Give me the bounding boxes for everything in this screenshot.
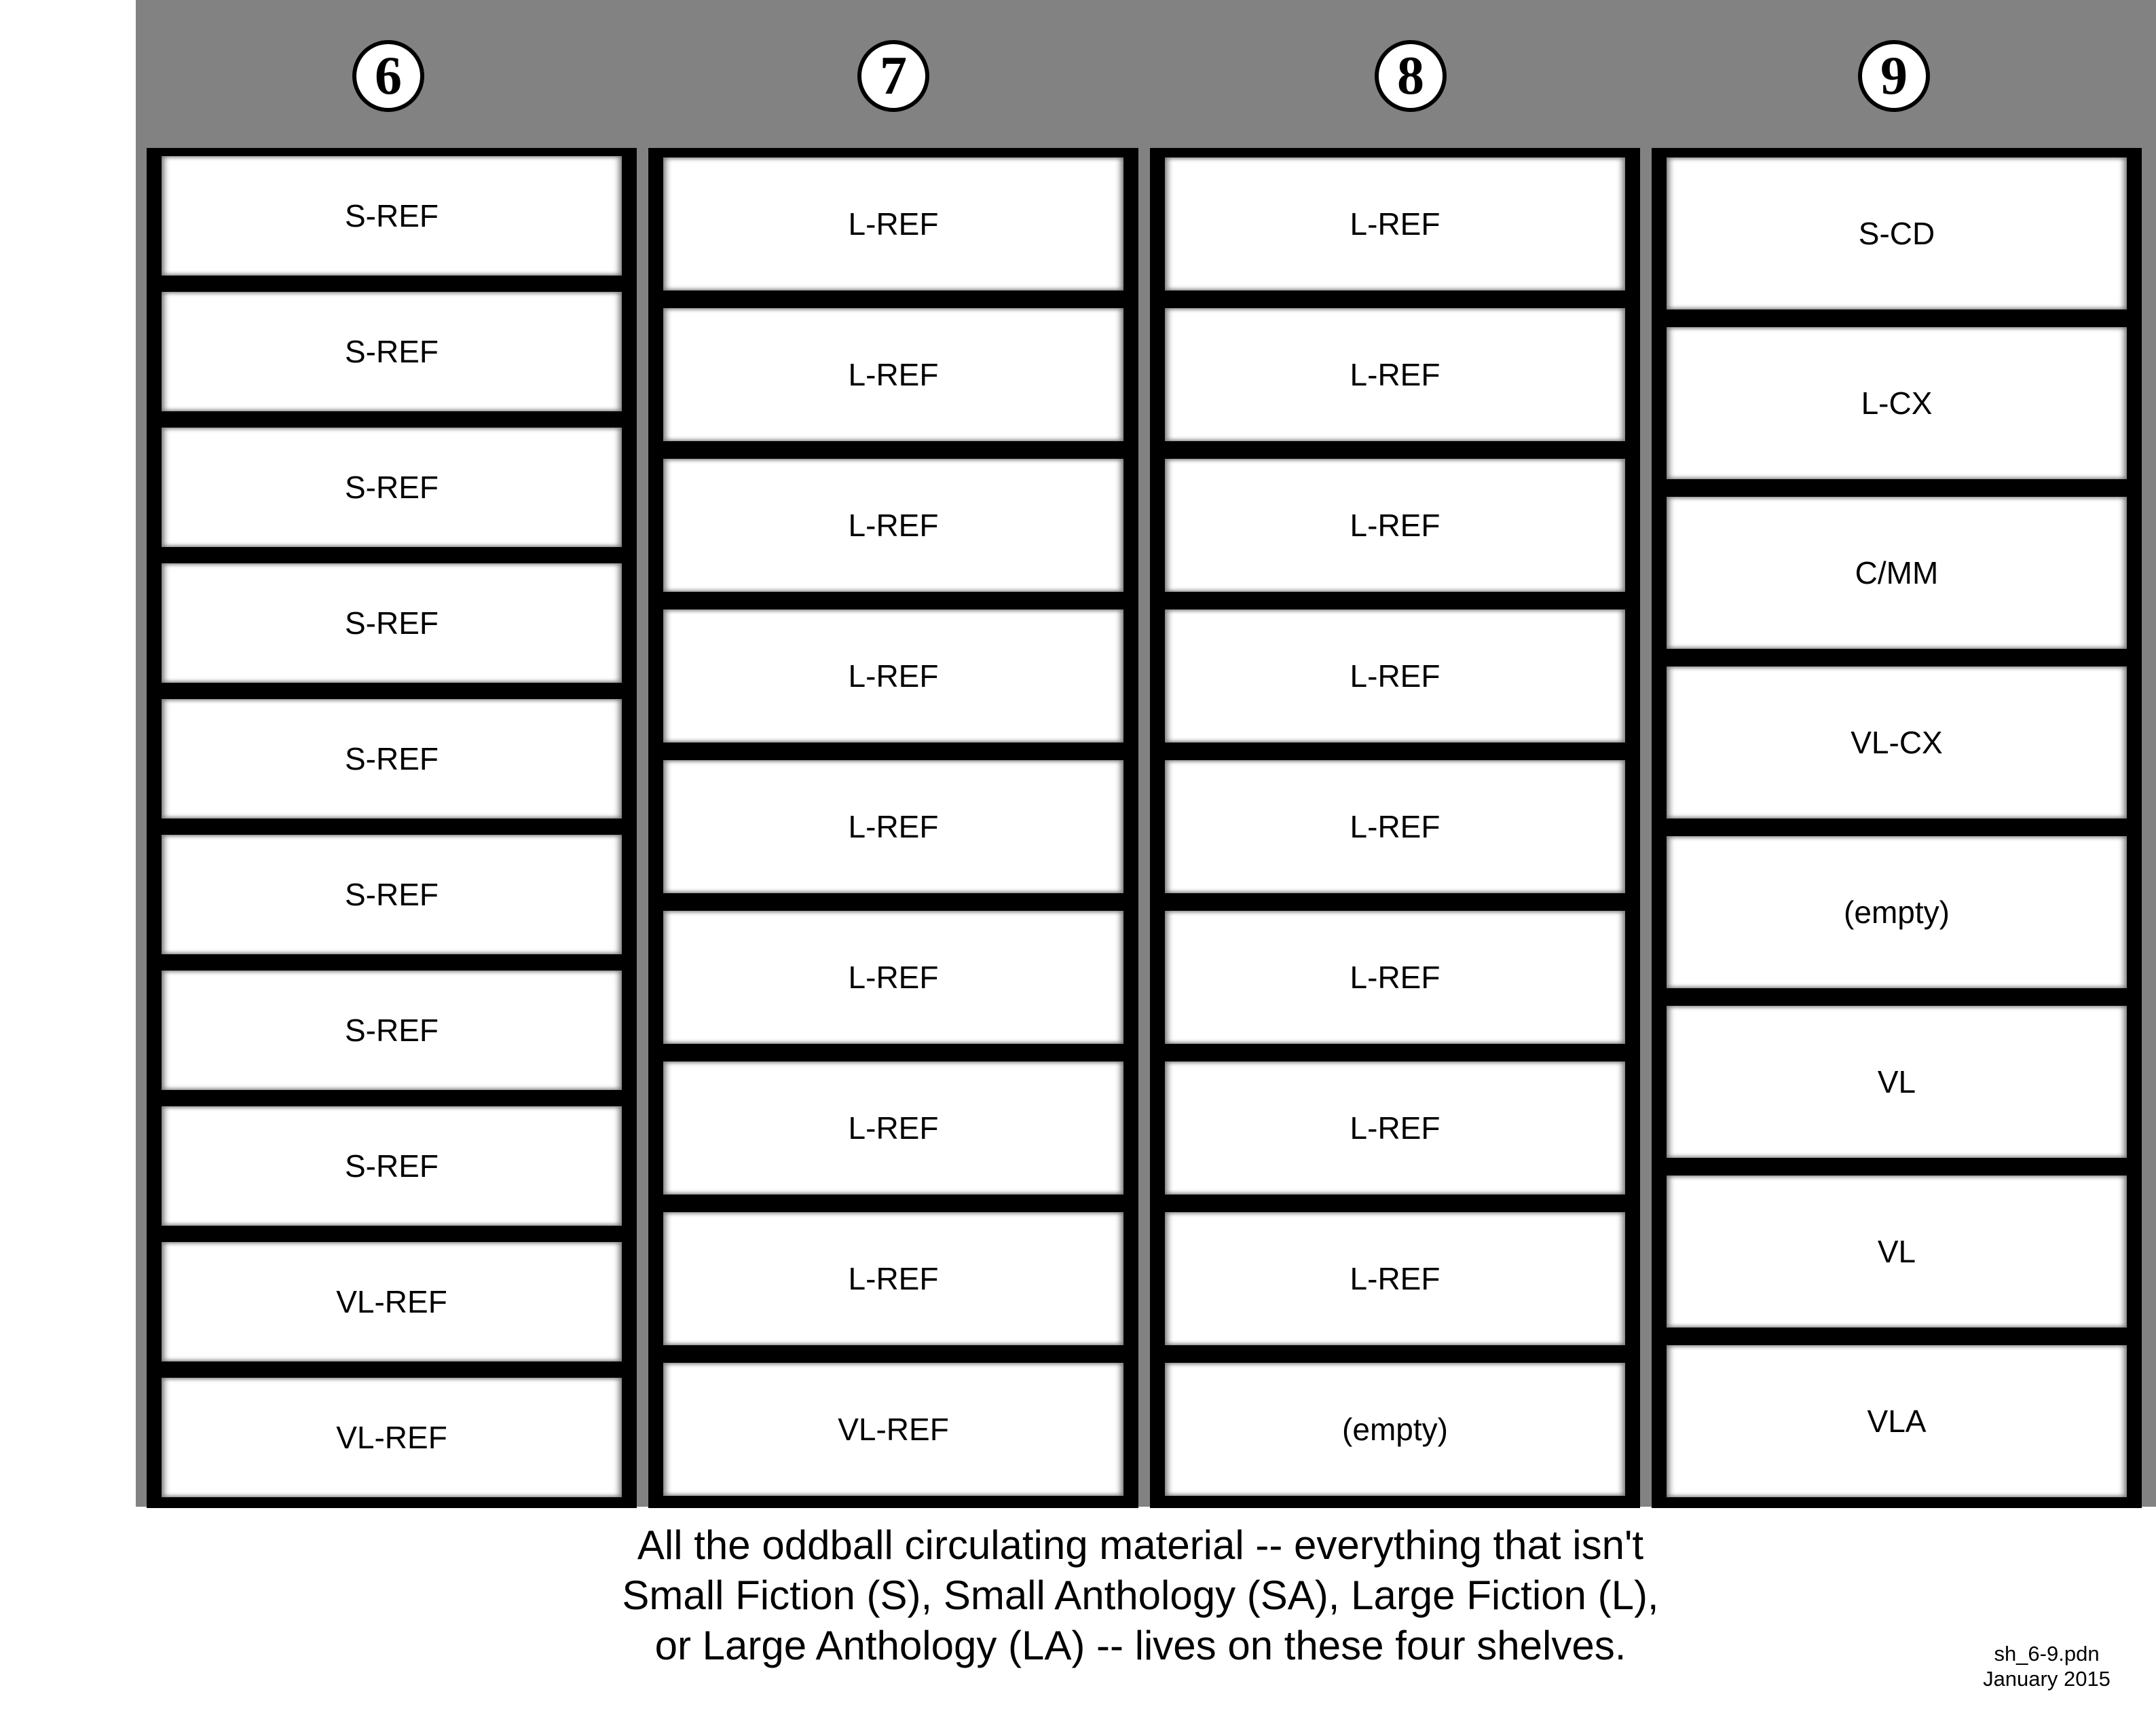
shelf-slot: S-REF — [162, 971, 622, 1090]
file-name: sh_6-9.pdn — [1994, 1642, 2100, 1666]
shelf-number-badge: 8 — [1375, 40, 1447, 112]
shelf-number-badge: 9 — [1858, 40, 1930, 112]
shelf-slot: L-REF — [663, 157, 1123, 290]
shelf-slot: L-REF — [663, 1212, 1123, 1345]
shelf-slot: VL — [1667, 1006, 2127, 1158]
shelf-slot: VL-REF — [162, 1378, 622, 1497]
shelf-slot: C/MM — [1667, 497, 2127, 649]
shelf-slot: L-REF — [1165, 609, 1625, 742]
shelf-slot: (empty) — [1667, 836, 2127, 988]
shelf-slot: L-REF — [663, 760, 1123, 893]
shelf-slot: S-REF — [162, 1106, 622, 1226]
caption-line-2: Small Fiction (S), Small Anthology (SA),… — [622, 1573, 1659, 1618]
shelf-slot: S-CD — [1667, 157, 2127, 309]
shelf-slot: VL — [1667, 1176, 2127, 1328]
shelf-slot: L-REF — [1165, 760, 1625, 893]
shelf-slot: S-REF — [162, 563, 622, 683]
shelf-number-badge: 6 — [352, 40, 424, 112]
shelf-slot: L-REF — [1165, 911, 1625, 1044]
shelf-slot: L-REF — [663, 1061, 1123, 1195]
shelf-slot: VL-REF — [663, 1363, 1123, 1496]
shelf-slot: (empty) — [1165, 1363, 1625, 1496]
shelf-slot: L-REF — [663, 609, 1123, 742]
caption-line-1: All the oddball circulating material -- … — [637, 1522, 1644, 1568]
shelf-slot: S-REF — [162, 835, 622, 954]
shelf-slot: S-REF — [162, 156, 622, 276]
shelf-slot: L-REF — [1165, 1061, 1625, 1195]
shelf-number-badge: 7 — [857, 40, 929, 112]
shelf-slot: S-REF — [162, 292, 622, 411]
shelf-slot: VL-REF — [162, 1242, 622, 1361]
shelf-slot: VLA — [1667, 1345, 2127, 1497]
caption-line-3: or Large Anthology (LA) -- lives on thes… — [654, 1623, 1627, 1668]
shelf-slot: L-REF — [1165, 1212, 1625, 1345]
file-date: January 2015 — [1983, 1667, 2111, 1691]
shelf-slot: L-REF — [1165, 157, 1625, 290]
shelf-slot: S-REF — [162, 428, 622, 547]
shelf-slot: L-REF — [663, 911, 1123, 1044]
shelf-slot: L-REF — [1165, 308, 1625, 441]
shelf-slot: L-REF — [663, 459, 1123, 592]
file-info: sh_6-9.pdn January 2015 — [1955, 1641, 2138, 1691]
shelf-slot: VL-CX — [1667, 666, 2127, 819]
shelf-slot: L-REF — [1165, 459, 1625, 592]
shelf-slot: L-REF — [663, 308, 1123, 441]
caption: All the oddball circulating material -- … — [475, 1520, 1806, 1671]
shelf-slot: S-REF — [162, 699, 622, 819]
shelf-slot: L-CX — [1667, 327, 2127, 479]
